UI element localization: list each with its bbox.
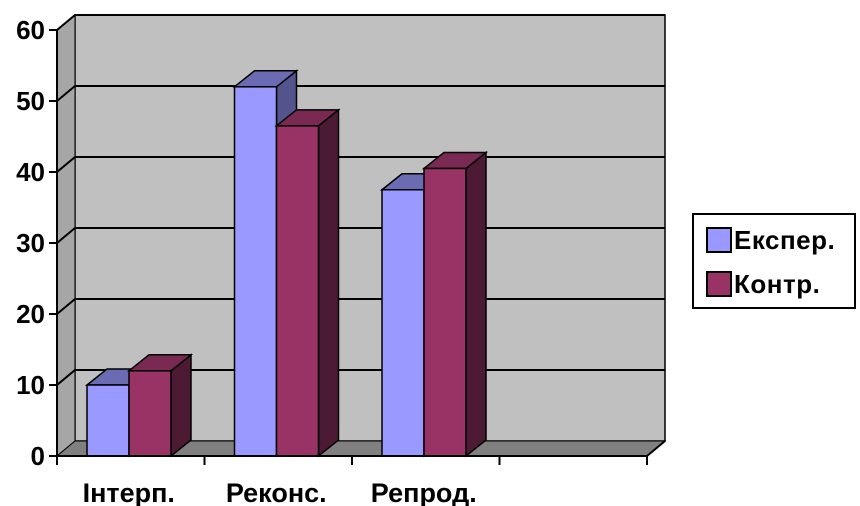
bar-front (381, 189, 425, 457)
bar (421, 150, 489, 458)
gridline (56, 85, 665, 102)
x-tick-label: Інтерп. (83, 478, 175, 506)
gridline (56, 14, 665, 31)
y-tick-label: 30 (16, 228, 45, 258)
y-tick-label: 40 (16, 157, 45, 187)
y-tick-label: 20 (16, 299, 45, 329)
axes (49, 29, 666, 465)
legend-item-series-2: Контр. (706, 269, 820, 299)
bar-front (423, 167, 467, 457)
bar-front (86, 384, 130, 457)
legend-label-series-1: Експер. (734, 224, 836, 255)
bar (126, 353, 194, 458)
y-tick-label: 60 (16, 15, 45, 45)
legend: Експер. Контр. (692, 213, 856, 309)
x-axis-depth-line (646, 440, 666, 457)
legend-item-series-1: Експер. (706, 225, 835, 255)
bars (84, 69, 489, 458)
legend-swatch-series-2 (706, 271, 732, 297)
legend-swatch-series-1 (706, 227, 732, 253)
bar-side (170, 353, 192, 458)
y-tick-label: 10 (16, 370, 45, 400)
legend-label-series-2: Контр. (734, 268, 821, 299)
bar-side (317, 108, 340, 458)
bar (274, 108, 341, 458)
x-tick-label: Репрод. (371, 478, 477, 506)
bar-side (465, 150, 487, 458)
bar-front (128, 370, 172, 457)
y-tick-label: 50 (16, 86, 45, 116)
y-tick-label: 0 (31, 441, 45, 471)
bar-front (233, 86, 278, 457)
x-tick-label: Реконс. (226, 478, 327, 506)
bar-front (275, 125, 320, 457)
labels: 0 10 20 30 40 50 60 Інтерп. Реконс. Репрод. (16, 15, 477, 506)
